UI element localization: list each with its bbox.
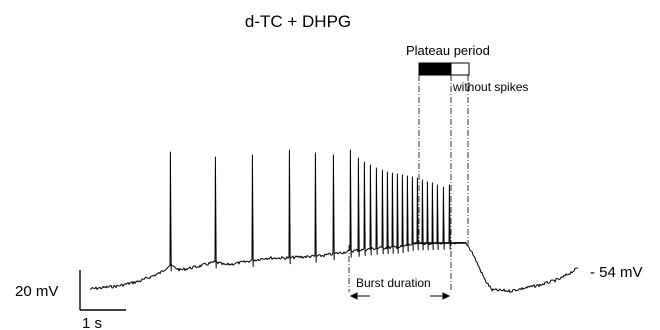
time-scale-label: 1 s — [82, 315, 102, 330]
plateau-period-label: Plateau period — [406, 43, 490, 58]
burst-duration-label: Burst duration — [356, 276, 431, 290]
burst-arrow-left-head — [349, 292, 358, 300]
plateau-spiking-bar — [418, 62, 452, 76]
burst-arrow-right-head — [442, 292, 451, 300]
figure-title: d-TC + DHPG — [245, 12, 351, 31]
plateau-guide-lines — [348, 75, 469, 292]
burst-arrows — [349, 292, 451, 300]
resting-potential-label: - 54 mV — [590, 264, 643, 281]
voltage-scale-label: 20 mV — [15, 283, 58, 300]
plateau-no-spikes-bar — [450, 62, 470, 76]
membrane-potential-trace — [89, 149, 579, 293]
without-spikes-label: without spikes — [452, 80, 528, 94]
